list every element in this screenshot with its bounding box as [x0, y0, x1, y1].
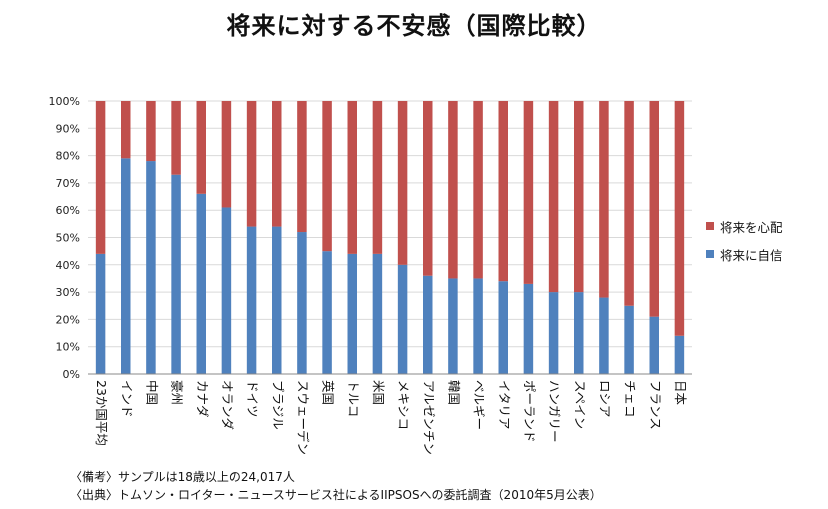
bar-worry: [448, 101, 458, 279]
x-category-label: トルコ: [346, 380, 361, 417]
bar-confidence: [574, 292, 584, 374]
bar-worry: [548, 101, 559, 293]
bar-confidence: [221, 207, 232, 374]
bar-worry: [322, 101, 332, 252]
y-tick-label: 80%: [56, 150, 80, 163]
bar-worry: [473, 101, 483, 279]
legend-label-confidence: 将来に自信: [720, 247, 783, 263]
bar-confidence: [498, 281, 508, 374]
legend-label-worry: 将来を心配: [720, 219, 783, 235]
x-category-label: ドイツ: [245, 380, 260, 418]
bar-confidence: [423, 275, 433, 374]
legend: 将来を心配 将来に自信: [706, 217, 783, 273]
bar-worry: [121, 101, 131, 159]
x-category-label: オランダ: [220, 380, 235, 430]
bar-confidence: [473, 278, 483, 374]
bar-worry: [624, 101, 634, 306]
bar-confidence: [121, 158, 131, 374]
bar-confidence: [599, 297, 609, 374]
x-category-label: アルゼンチン: [421, 380, 436, 455]
notes: 〈備考〉サンプルは18歳以上の24,017人 〈出典〉トムソン・ロイター・ニュー…: [70, 468, 602, 504]
note-remarks: 〈備考〉サンプルは18歳以上の24,017人: [70, 470, 295, 484]
bar-confidence: [372, 253, 383, 374]
bar-confidence: [674, 335, 685, 374]
bar-worry: [397, 101, 408, 265]
x-category-label: スペイン: [572, 380, 587, 429]
bar-confidence: [146, 161, 156, 374]
y-tick-label: 0%: [63, 368, 80, 381]
bars: [95, 101, 685, 374]
legend-item-worry: 将来を心配: [706, 217, 783, 235]
bar-worry: [347, 101, 357, 254]
bar-confidence: [548, 292, 559, 374]
x-category-label: 日本: [673, 380, 688, 406]
legend-swatch-worry: [706, 222, 714, 230]
bar-worry: [146, 101, 156, 162]
gridlines: [88, 100, 692, 375]
bar-worry: [272, 101, 282, 227]
x-category-label: 中国: [144, 380, 159, 405]
x-category-label: 英国: [321, 380, 336, 405]
bar-worry: [599, 101, 609, 298]
y-tick-label: 10%: [56, 341, 80, 354]
bar-worry: [221, 101, 232, 208]
y-tick-label: 70%: [56, 177, 80, 190]
y-tick-label: 40%: [56, 259, 80, 272]
x-category-label: メキシコ: [396, 380, 411, 430]
y-tick-label: 100%: [49, 95, 80, 108]
x-category-label: ブラジル: [270, 380, 285, 430]
bar-confidence: [649, 316, 659, 374]
x-category-label: 米国: [371, 380, 386, 405]
x-category-label: 豪州: [170, 380, 185, 405]
bar-confidence: [624, 305, 634, 374]
bar-confidence: [297, 232, 307, 374]
bar-worry: [674, 101, 685, 336]
x-category-label: ハンガリー: [547, 380, 562, 443]
chart-title: 将来に対する不安感（国際比較）: [226, 12, 602, 40]
y-axis-ticks: 0% 10% 20% 30% 40% 50% 60% 70% 80% 90% 100%: [49, 95, 80, 381]
note-source: 〈出典〉トムソン・ロイター・ニュースサービス社によるIIPSOSへの委託調査（2…: [70, 488, 602, 502]
bar-confidence: [448, 278, 458, 374]
bar-worry: [297, 101, 307, 233]
x-axis-labels: 23か国平均 インド 中国 豪州 カナダ オランダ ドイツ ブラジル スウェーデン 英国 トルコ 米国…: [94, 380, 688, 455]
legend-item-confidence: 将来に自信: [706, 245, 783, 263]
bar-confidence: [523, 283, 534, 374]
x-category-label: ロシア: [597, 380, 612, 418]
x-category-label: カナダ: [195, 380, 210, 418]
bar-confidence: [246, 226, 257, 374]
bar-worry: [523, 101, 534, 284]
bar-worry: [574, 101, 584, 293]
bar-confidence: [171, 174, 181, 374]
bar-confidence: [196, 193, 206, 374]
bar-worry: [372, 101, 383, 254]
bar-worry: [171, 101, 181, 175]
y-tick-label: 60%: [56, 204, 80, 217]
y-tick-label: 30%: [56, 286, 80, 299]
x-category-label: イタリア: [497, 380, 512, 430]
bar-worry: [649, 101, 659, 317]
y-tick-label: 90%: [56, 122, 80, 135]
bar-confidence: [95, 253, 106, 374]
x-category-label: スウェーデン: [295, 380, 310, 455]
x-category-label: 23か国平均: [94, 380, 109, 446]
y-tick-label: 50%: [56, 232, 80, 245]
legend-swatch-confidence: [706, 250, 714, 258]
x-category-label: チェコ: [623, 380, 638, 418]
x-category-label: ベルギー: [472, 380, 487, 430]
bar-worry: [423, 101, 433, 276]
x-category-label: インド: [119, 380, 134, 418]
bar-worry: [246, 101, 257, 227]
y-tick-label: 20%: [56, 313, 80, 326]
bar-confidence: [272, 226, 282, 374]
bar-worry: [95, 101, 106, 254]
bar-worry: [498, 101, 508, 282]
x-category-label: 韓国: [446, 380, 461, 405]
x-category-label: ポーランド: [522, 380, 537, 443]
bar-confidence: [347, 253, 357, 374]
bar-worry: [196, 101, 206, 194]
bar-confidence: [397, 264, 408, 374]
x-category-label: フランス: [648, 380, 663, 430]
bar-confidence: [322, 251, 332, 374]
